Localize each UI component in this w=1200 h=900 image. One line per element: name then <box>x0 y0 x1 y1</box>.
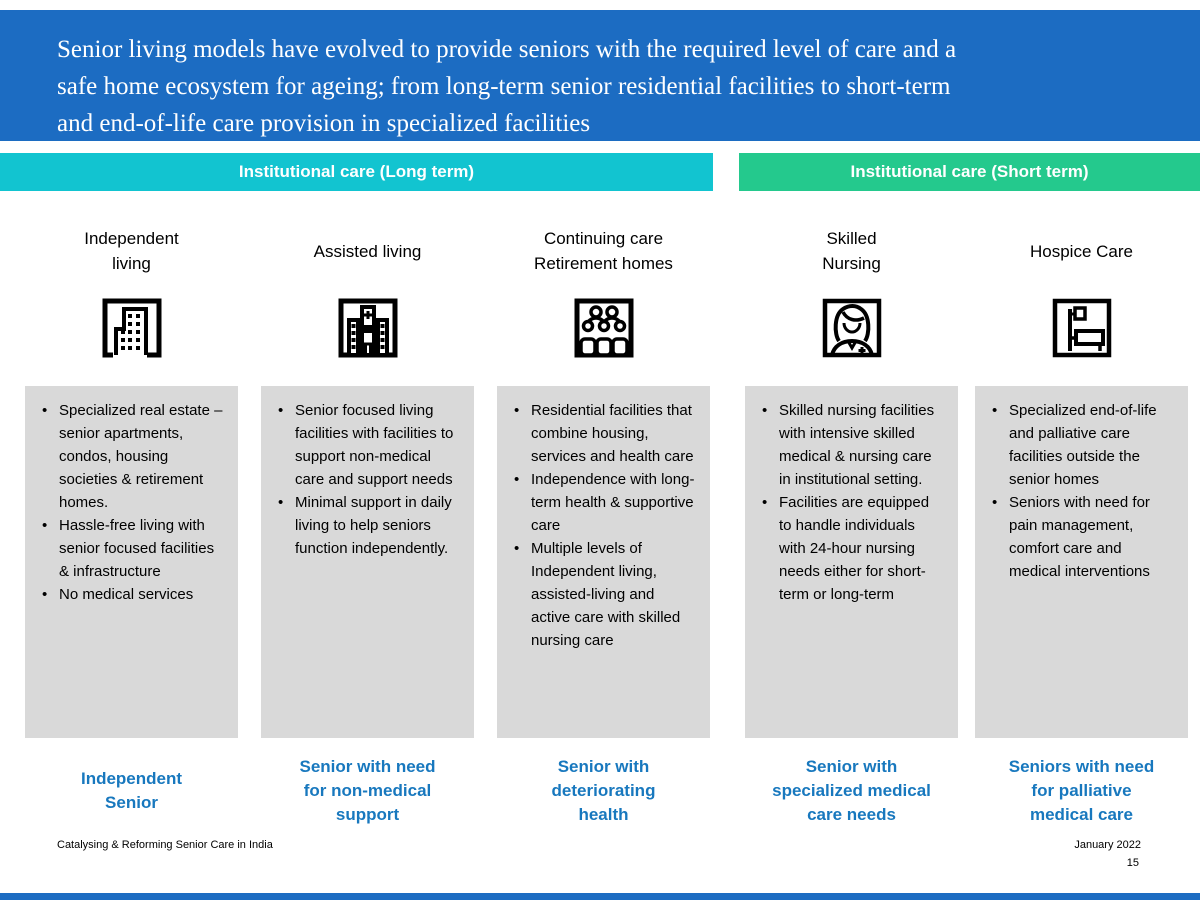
bullet-list: Specialized end-of-life and palliative c… <box>986 399 1174 583</box>
description-box: Specialized end-of-life and palliative c… <box>975 386 1188 738</box>
hospital-building-icon <box>336 296 400 360</box>
nurse-icon <box>820 296 884 360</box>
bullet-item: Specialized end-of-life and palliative c… <box>986 399 1174 491</box>
bullet-item: Hassle-free living with senior focused f… <box>36 514 224 583</box>
description-box: Specialized real estate – senior apartme… <box>25 386 238 738</box>
description-box: Skilled nursing facilities with intensiv… <box>745 386 958 738</box>
banner-short-term: Institutional care (Short term) <box>739 153 1200 191</box>
bullet-item: Senior focused living facilities with fa… <box>272 399 460 491</box>
bullet-item: Facilities are equipped to handle indivi… <box>756 491 944 606</box>
title-bar: Senior living models have evolved to pro… <box>0 10 1200 141</box>
column-header: Skilled Nursing <box>822 229 881 273</box>
column-caption: Seniors with need for palliative medical c… <box>1008 757 1155 824</box>
apartment-building-icon <box>100 296 164 360</box>
bullet-item: No medical services <box>36 583 224 606</box>
bottom-accent-bar <box>0 893 1200 900</box>
bullet-list: Skilled nursing facilities with intensiv… <box>756 399 944 606</box>
banner-long-term-label: Institutional care (Long term) <box>238 162 475 181</box>
column-caption: Independent Senior <box>80 769 183 812</box>
footer-source-text: Catalysing & Reforming Senior Care in In… <box>57 839 273 851</box>
column-header: Independent living <box>84 229 179 273</box>
bullet-item: Residential facilities that combine hous… <box>508 399 696 468</box>
bullet-item: Minimal support in daily living to help … <box>272 491 460 560</box>
column-caption: Senior with need for non-medical support <box>299 757 436 824</box>
column-header: Hospice Care <box>1030 241 1133 261</box>
bullet-list: Specialized real estate – senior apartme… <box>36 399 224 606</box>
bullet-item: Skilled nursing facilities with intensiv… <box>756 399 944 491</box>
description-box: Senior focused living facilities with fa… <box>261 386 474 738</box>
column-header: Assisted living <box>313 241 422 261</box>
column-caption: Senior with deteriorating health <box>551 757 656 824</box>
banner-long-term: Institutional care (Long term) <box>0 153 713 191</box>
page-number: 15 <box>1126 857 1139 869</box>
bullet-list: Residential facilities that combine hous… <box>508 399 696 652</box>
bullet-item: Independence with long-term health & sup… <box>508 468 696 537</box>
bullet-item: Specialized real estate – senior apartme… <box>36 399 224 514</box>
bullet-item: Multiple levels of Independent living, a… <box>508 537 696 652</box>
slide-title: Senior living models have evolved to pro… <box>57 36 957 137</box>
column-hospice-care: Hospice Care Specialized end-of-life and… <box>975 222 1188 831</box>
bullet-list: Senior focused living facilities with fa… <box>272 399 460 560</box>
hospice-bed-icon <box>1050 296 1114 360</box>
footer-date: January 2022 <box>1074 839 1141 851</box>
bullet-item: Seniors with need for pain management, c… <box>986 491 1174 583</box>
column-caption: Senior with specialized medical care needs <box>772 757 931 824</box>
column-assisted-living: Assisted living Senior focused living fa <box>261 222 474 831</box>
description-box: Residential facilities that combine hous… <box>497 386 710 738</box>
column-header: Continuing care Retirement homes <box>534 229 673 273</box>
community-people-icon <box>572 296 636 360</box>
banner-short-term-label: Institutional care (Short term) <box>850 162 1089 181</box>
